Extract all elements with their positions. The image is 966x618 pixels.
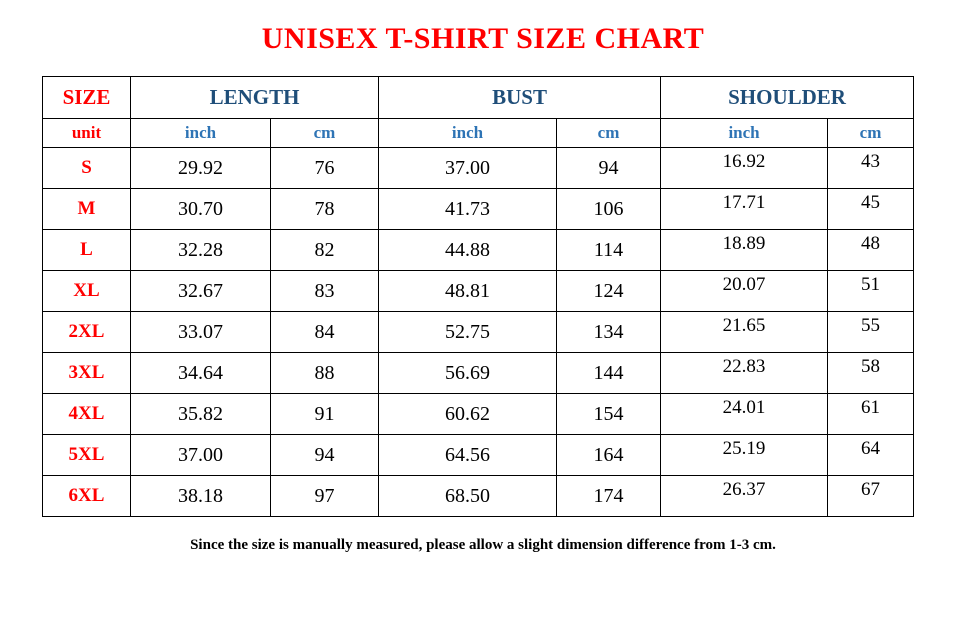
length-cm-cell: 82 (269, 229, 380, 271)
shoulder-cm-cell: 51 (827, 270, 915, 312)
measurement-note: Since the size is manually measured, ple… (190, 537, 776, 553)
size-chart-table: SIZE LENGTH BUST SHOULDER unit inch cm i… (42, 76, 915, 517)
bust-inch-unit: inch (378, 118, 558, 148)
length-inch-unit: inch (130, 118, 271, 148)
bust-cm-cell: 94 (556, 147, 662, 189)
header-row: SIZE LENGTH BUST SHOULDER (42, 76, 915, 119)
shoulder-inch-cell: 20.07 (660, 270, 829, 312)
bust-inch-cell: 37.00 (378, 147, 558, 189)
bust-cm-cell: 154 (556, 393, 662, 435)
shoulder-inch-cell: 25.19 (660, 434, 829, 476)
length-inch-cell: 32.67 (130, 270, 271, 312)
bust-cm-cell: 124 (556, 270, 662, 312)
size-cell: L (42, 229, 131, 271)
shoulder-cm-unit: cm (827, 118, 915, 148)
column-header-shoulder: SHOULDER (660, 76, 915, 119)
shoulder-inch-cell: 17.71 (660, 188, 829, 230)
table-row: 2XL 33.07 84 52.75 134 21.65 55 (42, 311, 915, 353)
unit-row-label: unit (42, 118, 131, 148)
table-row: M 30.70 78 41.73 106 17.71 45 (42, 188, 915, 230)
bust-cm-unit: cm (556, 118, 662, 148)
size-cell: 5XL (42, 434, 131, 476)
shoulder-inch-unit: inch (660, 118, 829, 148)
shoulder-inch-cell: 26.37 (660, 475, 829, 517)
shoulder-cm-cell: 43 (827, 147, 915, 189)
size-cell: 2XL (42, 311, 131, 353)
length-cm-cell: 84 (269, 311, 380, 353)
size-cell: 6XL (42, 475, 131, 517)
length-cm-unit: cm (269, 118, 380, 148)
bust-inch-cell: 64.56 (378, 434, 558, 476)
shoulder-inch-cell: 24.01 (660, 393, 829, 435)
size-cell: 3XL (42, 352, 131, 394)
column-header-size: SIZE (42, 76, 131, 119)
shoulder-cm-cell: 67 (827, 475, 915, 517)
length-inch-cell: 35.82 (130, 393, 271, 435)
shoulder-inch-cell: 21.65 (660, 311, 829, 353)
shoulder-cm-cell: 48 (827, 229, 915, 271)
length-cm-cell: 83 (269, 270, 380, 312)
bust-cm-cell: 144 (556, 352, 662, 394)
table-row: 5XL 37.00 94 64.56 164 25.19 64 (42, 434, 915, 476)
length-inch-cell: 38.18 (130, 475, 271, 517)
table-row: L 32.28 82 44.88 114 18.89 48 (42, 229, 915, 271)
length-inch-cell: 30.70 (130, 188, 271, 230)
bust-inch-cell: 44.88 (378, 229, 558, 271)
size-cell: XL (42, 270, 131, 312)
bust-inch-cell: 56.69 (378, 352, 558, 394)
unit-row: unit inch cm inch cm inch cm (42, 118, 915, 148)
shoulder-cm-cell: 64 (827, 434, 915, 476)
shoulder-cm-cell: 61 (827, 393, 915, 435)
length-cm-cell: 91 (269, 393, 380, 435)
bust-inch-cell: 48.81 (378, 270, 558, 312)
bust-cm-cell: 106 (556, 188, 662, 230)
length-cm-cell: 78 (269, 188, 380, 230)
size-cell: M (42, 188, 131, 230)
shoulder-cm-cell: 58 (827, 352, 915, 394)
bust-cm-cell: 164 (556, 434, 662, 476)
length-inch-cell: 32.28 (130, 229, 271, 271)
size-cell: 4XL (42, 393, 131, 435)
bust-inch-cell: 41.73 (378, 188, 558, 230)
length-cm-cell: 76 (269, 147, 380, 189)
shoulder-inch-cell: 18.89 (660, 229, 829, 271)
column-header-length: LENGTH (129, 76, 380, 119)
table-row: 4XL 35.82 91 60.62 154 24.01 61 (42, 393, 915, 435)
bust-cm-cell: 134 (556, 311, 662, 353)
length-inch-cell: 29.92 (130, 147, 271, 189)
length-inch-cell: 33.07 (130, 311, 271, 353)
bust-inch-cell: 52.75 (378, 311, 558, 353)
shoulder-cm-cell: 55 (827, 311, 915, 353)
shoulder-inch-cell: 22.83 (660, 352, 829, 394)
table-row: 3XL 34.64 88 56.69 144 22.83 58 (42, 352, 915, 394)
size-cell: S (42, 147, 131, 189)
table-row: 6XL 38.18 97 68.50 174 26.37 67 (42, 475, 915, 517)
page-title: UNISEX T-SHIRT SIZE CHART (261, 22, 705, 55)
length-inch-cell: 34.64 (130, 352, 271, 394)
length-cm-cell: 94 (269, 434, 380, 476)
column-header-bust: BUST (378, 76, 662, 119)
bust-inch-cell: 68.50 (378, 475, 558, 517)
bust-cm-cell: 114 (556, 229, 662, 271)
length-cm-cell: 97 (269, 475, 380, 517)
table-row: XL 32.67 83 48.81 124 20.07 51 (42, 270, 915, 312)
table-row: S 29.92 76 37.00 94 16.92 43 (42, 147, 915, 189)
length-cm-cell: 88 (269, 352, 380, 394)
shoulder-cm-cell: 45 (827, 188, 915, 230)
bust-inch-cell: 60.62 (378, 393, 558, 435)
bust-cm-cell: 174 (556, 475, 662, 517)
shoulder-inch-cell: 16.92 (660, 147, 829, 189)
length-inch-cell: 37.00 (130, 434, 271, 476)
